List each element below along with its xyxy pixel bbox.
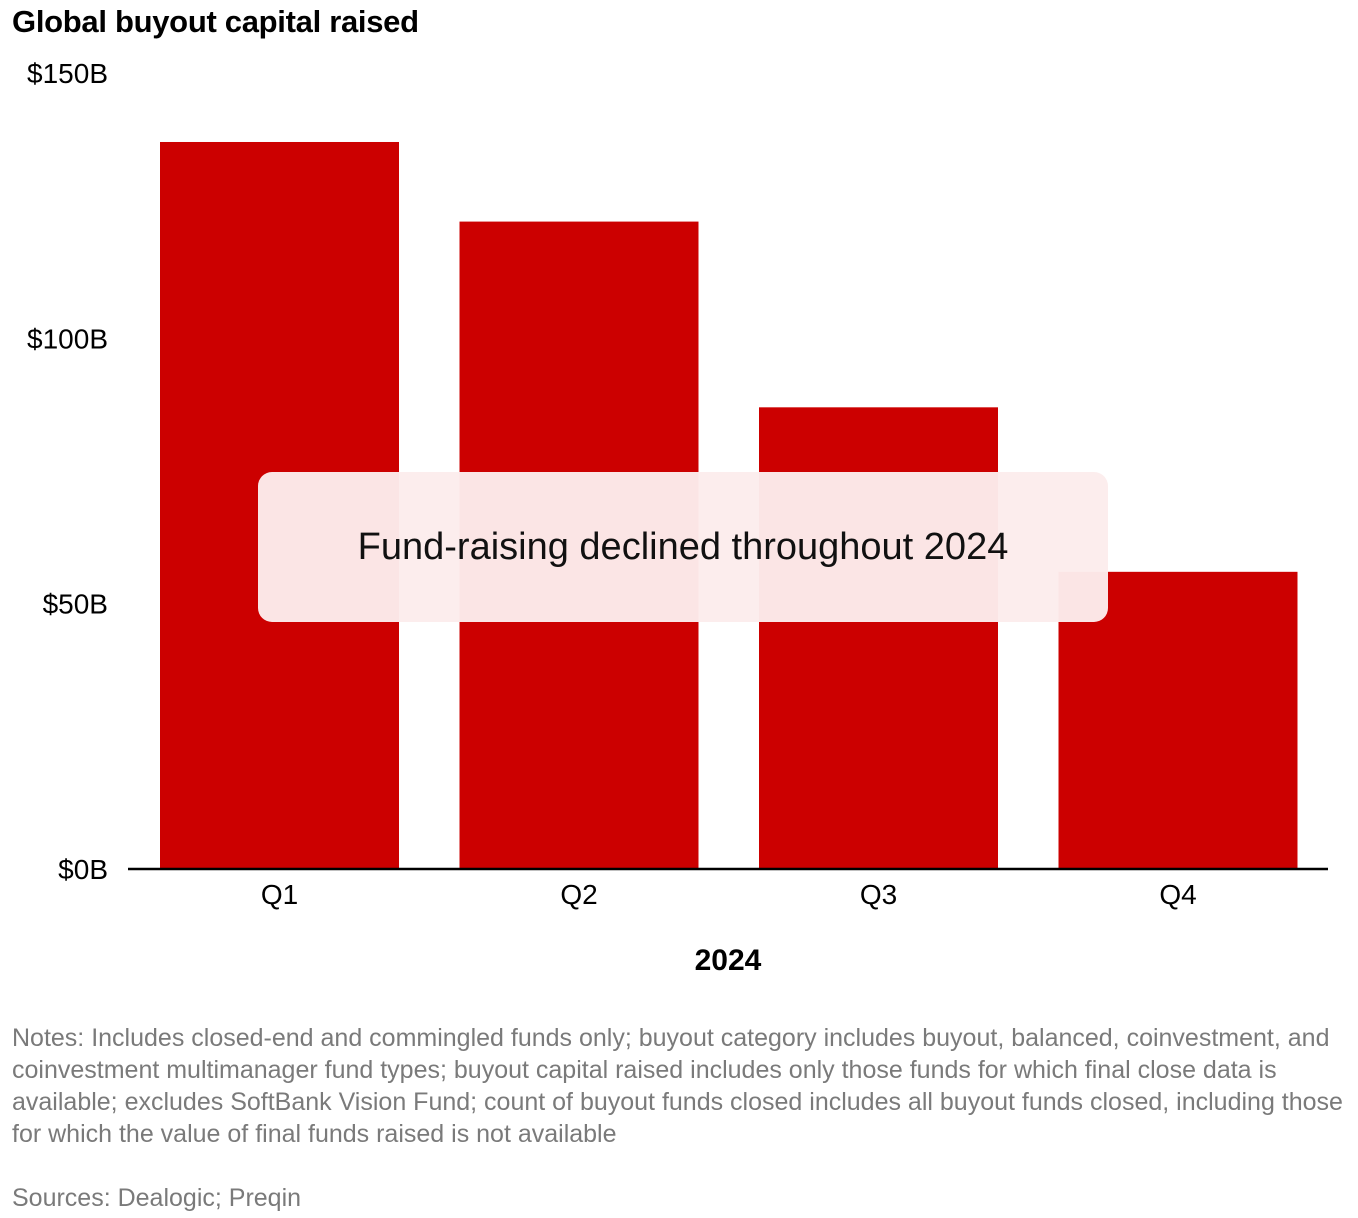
annotation-text: Fund-raising declined throughout 2024 — [357, 525, 1009, 568]
y-tick-label: $150B — [27, 58, 108, 89]
x-axis-title: 2024 — [695, 944, 762, 977]
chart-title: Global buyout capital raised — [12, 4, 419, 39]
x-tick-label: Q3 — [860, 879, 897, 910]
chart-notes: Notes: Includes closed-end and commingle… — [12, 1024, 1343, 1148]
y-tick-label: $50B — [43, 589, 108, 620]
y-tick-label: $100B — [27, 323, 108, 354]
y-tick-label: $0B — [58, 854, 108, 885]
x-tick-label: Q2 — [560, 879, 597, 910]
x-tick-label: Q4 — [1159, 879, 1196, 910]
x-tick-label: Q1 — [261, 879, 298, 910]
annotation-callout: Fund-raising declined throughout 2024 — [258, 472, 1108, 622]
chart-sources: Sources: Dealogic; Preqin — [12, 1184, 302, 1212]
bar-q4 — [1058, 571, 1298, 869]
